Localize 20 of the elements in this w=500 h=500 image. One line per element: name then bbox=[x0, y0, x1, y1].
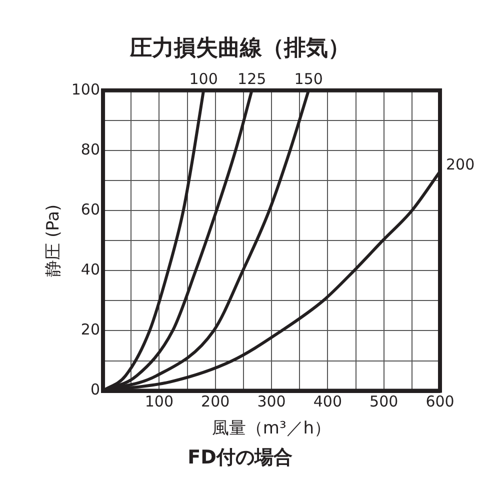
x-tick-label: 600 bbox=[426, 392, 454, 411]
chart-title: 圧力損失曲線（排気） bbox=[129, 36, 350, 61]
x-tick-label: 400 bbox=[313, 392, 342, 411]
x-tick-label: 500 bbox=[370, 392, 398, 411]
series-label: 150 bbox=[294, 70, 323, 88]
series-label: 100 bbox=[189, 70, 218, 88]
y-tick-label: 40 bbox=[80, 260, 100, 279]
series-label: 200 bbox=[446, 155, 475, 174]
text: FD付の場合 bbox=[188, 446, 292, 469]
x-tick-label: 100 bbox=[144, 392, 174, 411]
y-axis-title: 静圧 (Pa) bbox=[44, 204, 64, 277]
x-axis-title: 風量（m³／h） bbox=[212, 418, 332, 438]
series-label: 125 bbox=[238, 70, 266, 88]
y-tick-label: 20 bbox=[80, 320, 100, 339]
x-tick-label: 200 bbox=[201, 392, 230, 411]
y-tick-label: 60 bbox=[80, 200, 100, 218]
y-tick-label: 100 bbox=[71, 80, 100, 98]
y-tick-label: 0 bbox=[90, 380, 100, 399]
y-tick-label: 80 bbox=[80, 140, 100, 158]
x-tick-label: 300 bbox=[257, 392, 286, 411]
